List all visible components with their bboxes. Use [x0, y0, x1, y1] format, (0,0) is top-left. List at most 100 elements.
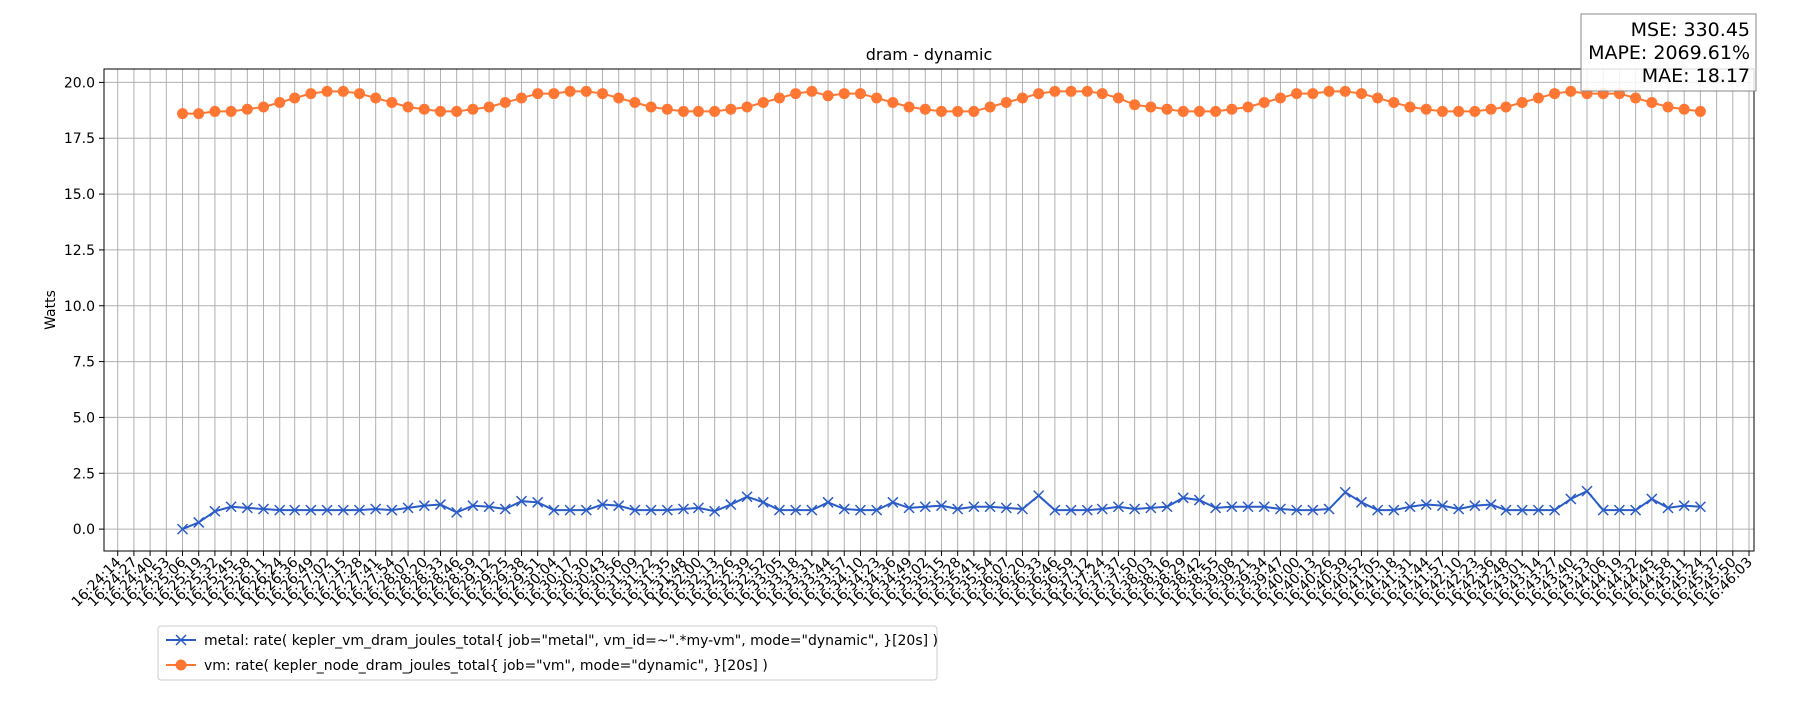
data-point [1516, 504, 1528, 516]
data-point [1581, 485, 1593, 497]
data-point [305, 504, 317, 516]
data-point [402, 502, 414, 514]
data-point [1096, 503, 1108, 515]
data-point [1112, 92, 1124, 104]
y-tick-label: 7.5 [73, 355, 95, 371]
data-point [838, 503, 850, 515]
data-point [887, 496, 899, 508]
data-point [1193, 105, 1205, 117]
data-point [337, 504, 349, 516]
data-point [709, 505, 721, 517]
data-point [209, 505, 221, 517]
data-point [1033, 88, 1045, 100]
data-point [1630, 92, 1642, 104]
data-point [645, 504, 657, 516]
data-point [1339, 85, 1351, 97]
data-point [935, 500, 947, 512]
data-point [434, 105, 446, 117]
y-tick-label: 2.5 [73, 466, 95, 482]
data-point [1065, 85, 1077, 97]
y-tick-label: 0.0 [73, 522, 95, 538]
data-point [887, 97, 899, 109]
legend-label: vm: rate( kepler_node_dram_joules_total{… [204, 658, 768, 674]
data-point [1549, 504, 1561, 516]
data-point [193, 108, 205, 120]
data-point [580, 504, 592, 516]
data-point [370, 503, 382, 515]
data-point [548, 504, 560, 516]
data-point [1436, 500, 1448, 512]
data-point [321, 504, 333, 516]
data-point [1549, 88, 1561, 100]
annotation-text: MAE: 18.17 [1642, 65, 1750, 87]
data-point [773, 92, 785, 104]
data-point [1065, 504, 1077, 516]
data-point [854, 504, 866, 516]
data-point [499, 503, 511, 515]
data-point [1000, 97, 1012, 109]
data-point [1161, 103, 1173, 115]
data-point [225, 501, 237, 513]
data-point [692, 105, 704, 117]
data-point [499, 97, 511, 109]
data-point [822, 90, 834, 102]
data-point [1242, 501, 1254, 513]
data-point [1323, 503, 1335, 515]
data-point [919, 501, 931, 513]
data-point [692, 502, 704, 514]
data-point [257, 503, 270, 515]
data-point [1081, 85, 1093, 97]
data-point [1226, 103, 1238, 115]
legend-marker [175, 634, 187, 646]
data-point [258, 101, 270, 113]
data-point [515, 495, 528, 507]
data-point [1372, 504, 1384, 516]
data-point [1469, 105, 1481, 117]
data-point [434, 499, 447, 511]
data-point [1307, 88, 1319, 100]
data-point [483, 101, 495, 113]
data-point [1291, 88, 1303, 100]
data-point [935, 105, 947, 117]
data-point [564, 504, 576, 516]
data-point [241, 502, 253, 514]
data-point [1694, 105, 1706, 117]
data-point [337, 85, 349, 97]
data-point [483, 501, 495, 513]
data-point [1404, 101, 1416, 113]
data-point [1532, 92, 1544, 104]
data-point [274, 97, 286, 109]
annotation-text: MAPE: 2069.61% [1588, 42, 1750, 64]
data-point [1630, 504, 1642, 516]
data-point [871, 92, 883, 104]
data-point [613, 500, 625, 512]
data-point [1453, 503, 1465, 515]
data-point [919, 103, 931, 115]
data-point [1274, 503, 1286, 515]
data-point [1049, 504, 1061, 516]
data-point [1112, 501, 1124, 513]
data-point [418, 103, 430, 115]
data-point [209, 105, 221, 117]
data-point [822, 496, 834, 508]
data-point [1485, 103, 1497, 115]
data-point [353, 504, 366, 516]
data-point [274, 504, 286, 516]
data-point [289, 92, 301, 104]
data-point [1145, 101, 1157, 113]
data-point [1469, 500, 1481, 512]
data-point [1016, 92, 1028, 104]
data-point [193, 516, 205, 528]
data-point [515, 92, 527, 104]
data-point [773, 504, 785, 516]
data-point [1355, 496, 1367, 508]
data-point [176, 523, 189, 535]
legend-box [157, 625, 938, 681]
data-point [1565, 85, 1577, 97]
data-point [1516, 97, 1528, 109]
data-point [725, 103, 737, 115]
data-point [580, 85, 592, 97]
data-point [1436, 105, 1448, 117]
data-point [241, 103, 253, 115]
data-point [1355, 88, 1367, 100]
